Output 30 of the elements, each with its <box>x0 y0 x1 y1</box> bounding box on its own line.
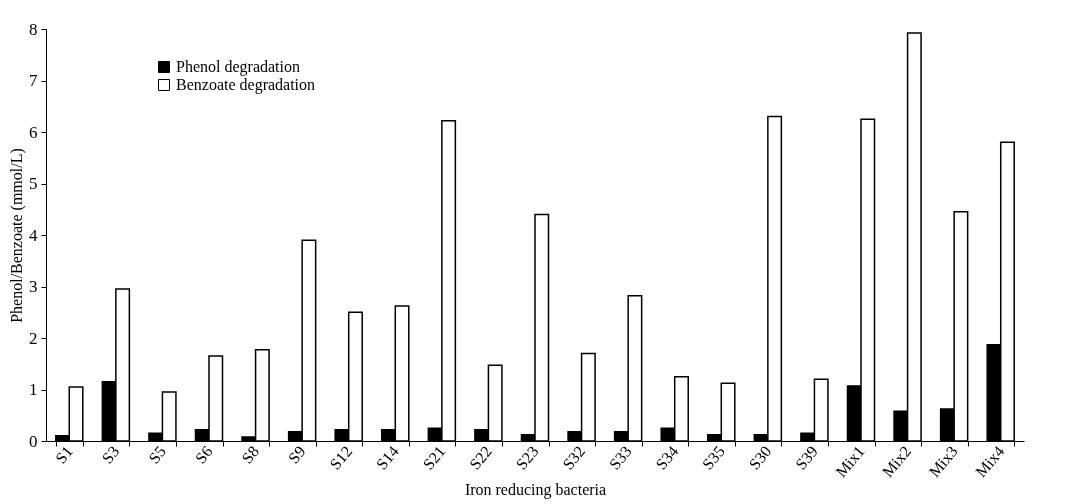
x-tick-label: S30 <box>745 442 775 473</box>
x-tick-label: S3 <box>98 442 123 467</box>
x-tick-label: S33 <box>605 442 635 473</box>
y-tick-label: 7 <box>29 71 38 90</box>
y-axis-title: Phenol/Benzoate (mmol/L) <box>8 148 26 323</box>
x-tick-label: S22 <box>466 442 496 473</box>
y-tick-label: 3 <box>29 277 38 296</box>
x-tick-label: S34 <box>652 442 682 473</box>
x-tick-label: S32 <box>559 442 589 473</box>
legend-label: Phenol degradation <box>176 58 300 76</box>
x-tick-label: S1 <box>52 442 76 467</box>
x-axis-title: Iron reducing bacteria <box>464 481 607 500</box>
y-tick-label: 4 <box>29 225 38 245</box>
x-tick-label: S5 <box>145 442 170 467</box>
y-tick-label: 1 <box>29 380 38 399</box>
x-tick-label: S12 <box>326 442 356 473</box>
x-tick-label: S8 <box>238 442 263 467</box>
y-tick-label: 8 <box>29 19 38 39</box>
x-tick-label: S9 <box>284 442 309 467</box>
x-tick-label: S39 <box>792 442 822 473</box>
x-tick-label: S35 <box>698 442 728 473</box>
legend-label: Benzoate degradation <box>176 76 316 94</box>
y-tick-label: 6 <box>29 122 38 142</box>
y-tick-label: 5 <box>29 174 38 193</box>
x-tick-label: S14 <box>372 442 402 473</box>
x-tick-label: S23 <box>512 442 542 473</box>
y-tick-label: 0 <box>29 431 38 451</box>
x-tick-label: S6 <box>191 442 216 467</box>
x-tick-label: S21 <box>419 442 449 473</box>
y-tick-label: 2 <box>29 328 38 348</box>
